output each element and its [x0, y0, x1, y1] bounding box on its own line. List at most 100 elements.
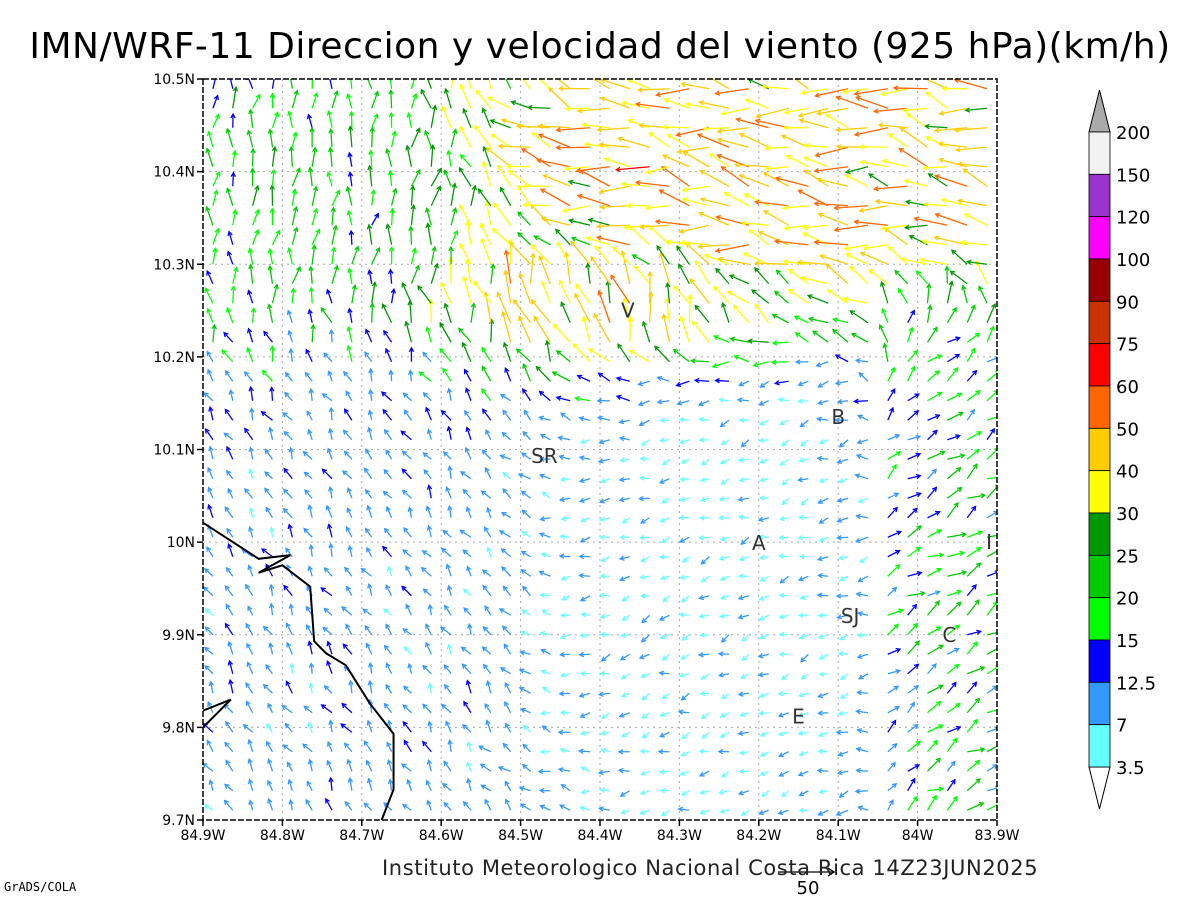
wind-vector: [660, 809, 670, 817]
wind-vector: [390, 130, 397, 148]
wind-vector: [628, 349, 650, 363]
wind-vector: [619, 575, 631, 582]
wind-vector: [966, 408, 975, 421]
wind-vector: [248, 385, 254, 401]
wind-vector: [206, 307, 214, 323]
wind-vector: [446, 425, 452, 440]
wind-vector: [386, 741, 393, 753]
wind-vector: [887, 761, 896, 772]
wind-vector: [371, 90, 380, 109]
wind-vector: [878, 323, 889, 343]
wind-vector: [740, 536, 750, 546]
wind-vector: [447, 504, 453, 518]
wind-vector: [949, 270, 968, 285]
wind-vector: [346, 507, 353, 519]
wind-vector: [541, 609, 551, 616]
wind-vector: [288, 347, 294, 362]
wind-vector: [676, 245, 690, 265]
wind-vector: [269, 526, 275, 538]
wind-vector: [555, 395, 571, 402]
wind-vector: [443, 664, 452, 675]
wind-vector: [690, 358, 710, 364]
wind-vector: [907, 590, 926, 597]
wind-vector: [757, 516, 769, 523]
wind-vector: [620, 692, 631, 698]
wind-vector: [735, 117, 769, 129]
wind-vector: [946, 501, 959, 519]
wind-vector: [502, 471, 512, 480]
wind-vector: [380, 391, 393, 402]
wind-vector: [383, 527, 393, 538]
wind-vector: [737, 730, 749, 736]
wind-vector: [853, 127, 888, 137]
wind-vector: [206, 739, 214, 753]
wind-vector: [741, 653, 750, 662]
wind-vector: [834, 380, 849, 386]
wind-vector: [926, 794, 937, 811]
wind-vector: [307, 565, 313, 577]
wind-vector: [522, 430, 532, 441]
wind-vector: [797, 514, 809, 521]
wind-vector: [560, 783, 571, 792]
wind-vector: [781, 439, 790, 447]
wind-vector: [461, 341, 472, 363]
wind-vector: [639, 789, 650, 796]
wind-vector: [946, 306, 957, 324]
wind-vector: [782, 259, 809, 265]
wind-vector: [580, 517, 591, 523]
wind-vector: [301, 743, 313, 753]
wind-vector: [365, 448, 373, 460]
wind-vector: [212, 113, 220, 129]
wind-vector: [658, 670, 670, 676]
wind-vector: [559, 533, 571, 540]
wind-vector: [458, 166, 472, 187]
legend-tick-label: 7: [1116, 716, 1127, 737]
wind-vector: [858, 673, 869, 680]
wind-vector: [907, 452, 922, 460]
wind-vector: [691, 320, 710, 343]
wind-vector: [264, 448, 274, 460]
wind-vector: [271, 111, 280, 128]
wind-vector: [504, 366, 512, 382]
wind-vector: [426, 524, 433, 538]
wind-vector: [225, 187, 234, 206]
wind-vector: [348, 110, 355, 128]
wind-vector: [515, 123, 551, 130]
wind-vector: [640, 770, 650, 776]
wind-vector: [522, 363, 532, 382]
wind-vector: [817, 710, 829, 716]
wind-vector: [578, 455, 591, 461]
wind-vector: [388, 245, 395, 265]
wind-vector: [481, 365, 492, 382]
wind-vector: [445, 486, 452, 499]
wind-vector: [363, 467, 373, 480]
wind-vector: [617, 343, 631, 363]
wind-vector: [578, 692, 591, 698]
wind-vector: [887, 719, 897, 733]
wind-vector: [520, 490, 531, 499]
wind-vector: [475, 89, 492, 109]
wind-vector: [263, 330, 273, 343]
wind-vector: [694, 304, 710, 324]
wind-vector: [899, 256, 928, 265]
wind-vector: [223, 799, 234, 811]
wind-vector: [835, 809, 849, 817]
wind-vector: [482, 584, 492, 597]
wind-vector: [503, 249, 512, 284]
wind-vector: [480, 784, 492, 792]
legend-tick-label: 30: [1116, 504, 1139, 525]
wind-vector: [714, 377, 730, 384]
wind-vector: [385, 623, 393, 636]
wind-vector: [887, 433, 901, 441]
wind-vector: [243, 370, 254, 382]
wind-vector: [284, 391, 293, 402]
wind-vector: [806, 294, 829, 304]
wind-vector: [482, 625, 492, 636]
wind-vector: [798, 634, 809, 640]
wind-vector: [737, 573, 749, 579]
wind-vector: [759, 380, 770, 388]
wind-vector: [621, 595, 631, 602]
wind-vector: [598, 439, 611, 445]
wind-vector: [716, 137, 750, 148]
wind-vector: [615, 394, 630, 402]
